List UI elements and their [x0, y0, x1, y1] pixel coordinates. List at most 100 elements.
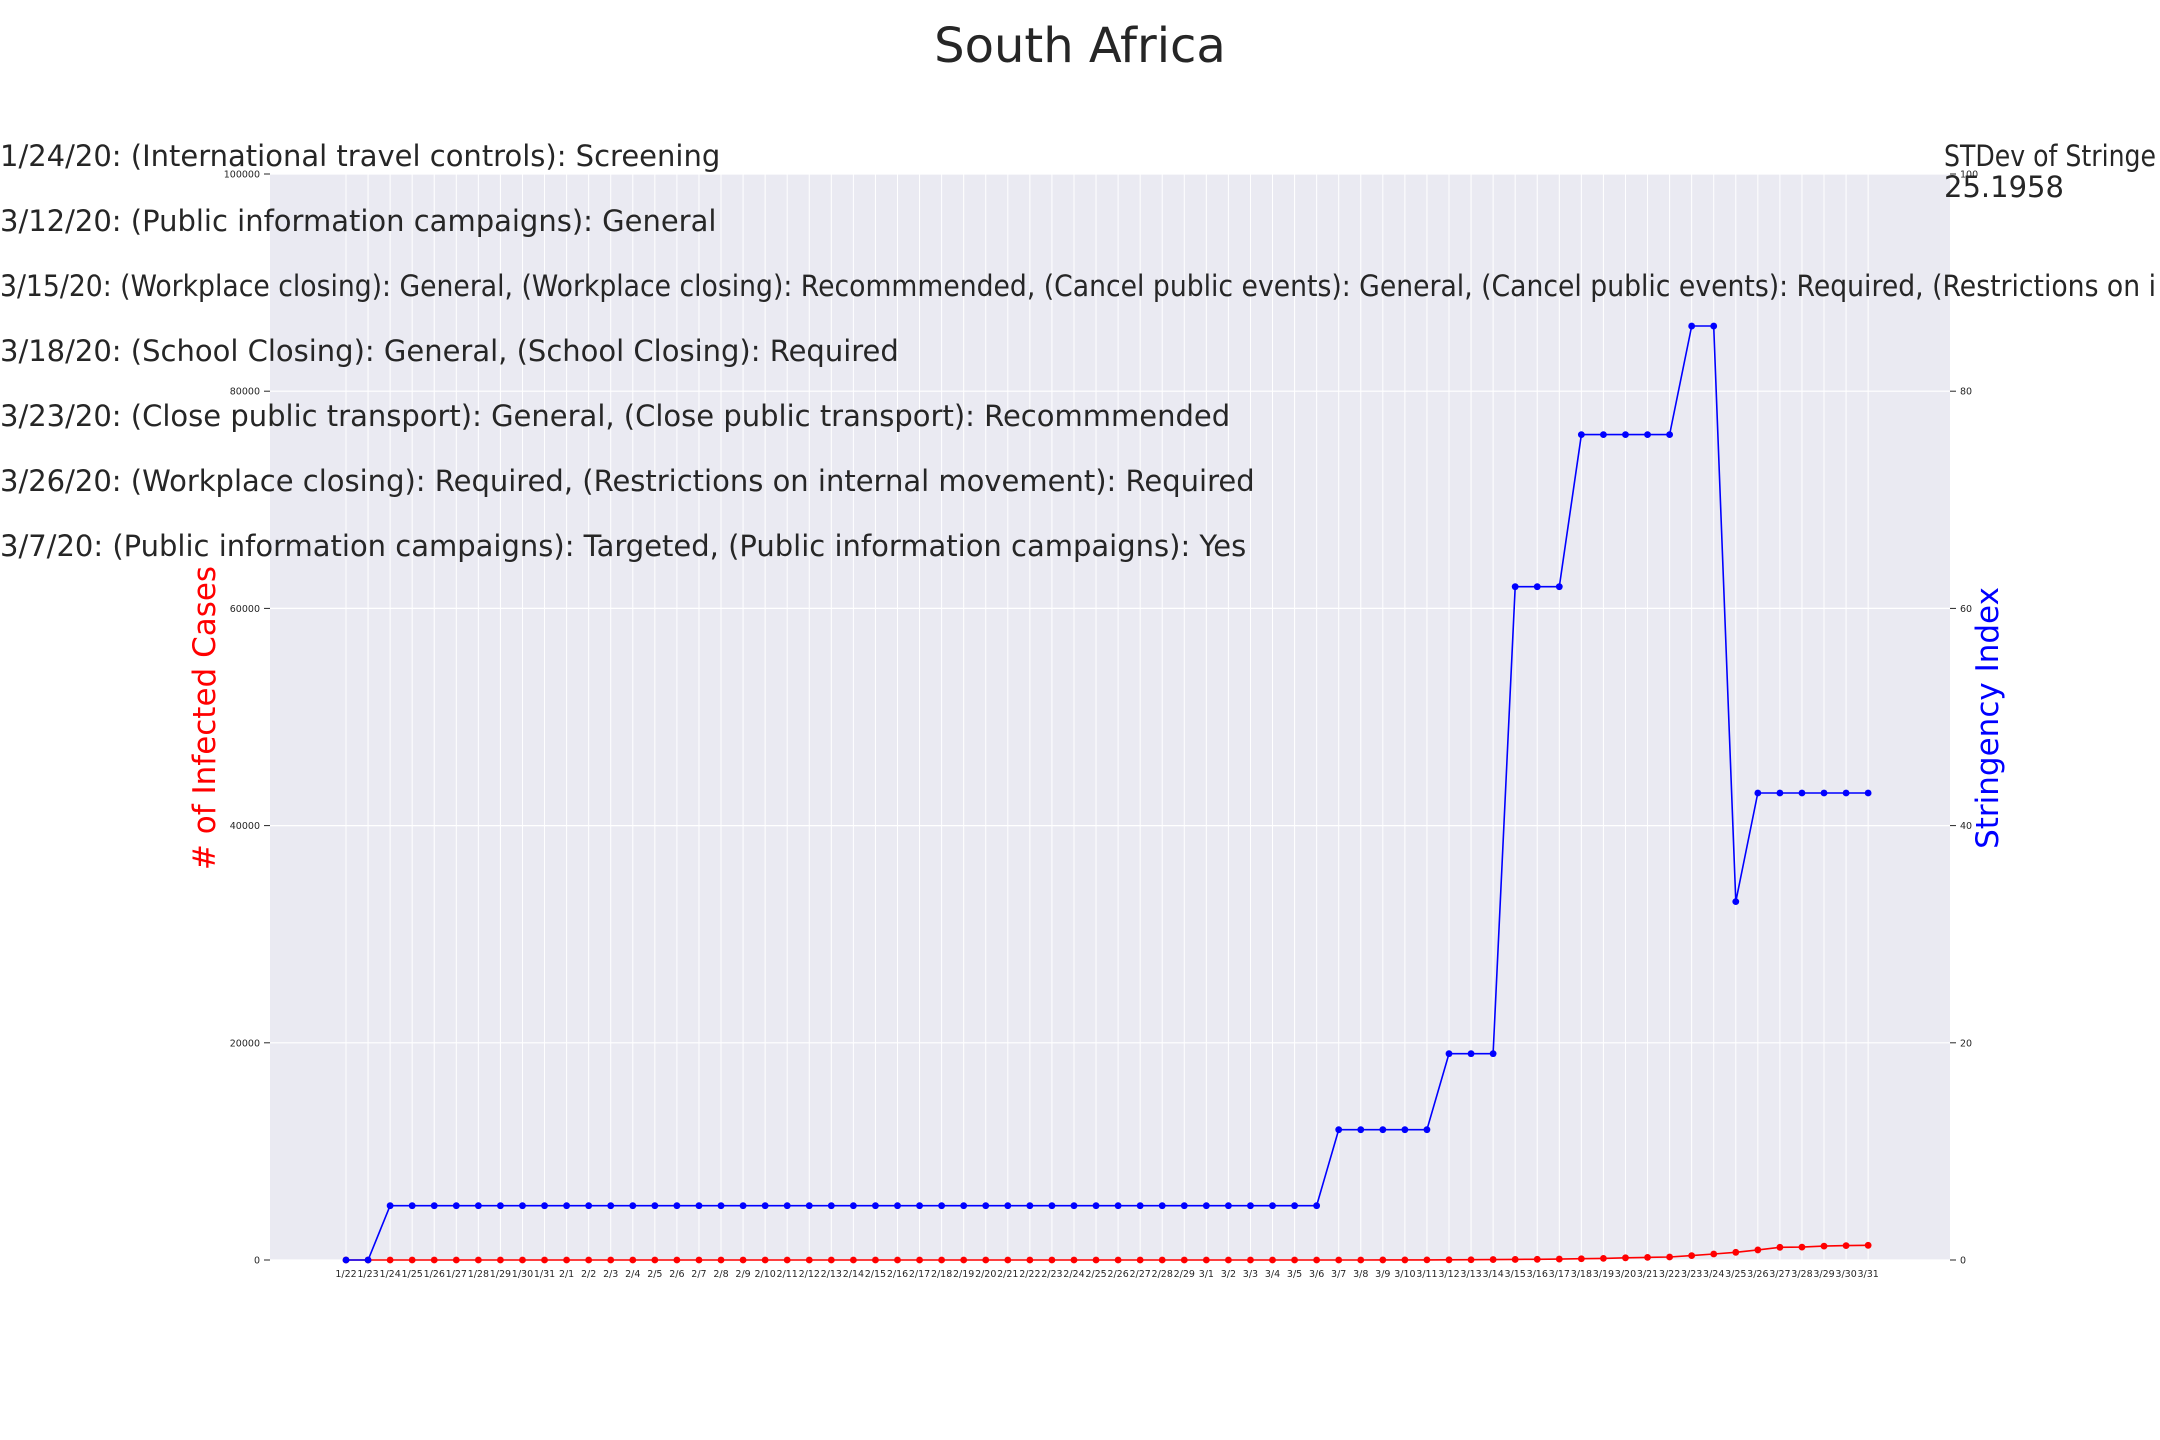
- cases-series-line: [346, 1244, 1869, 1261]
- cases-point: [1379, 1256, 1387, 1264]
- stringency-point: [607, 1202, 615, 1210]
- x-tick-label: 1/23: [357, 1269, 378, 1280]
- policy-annotation: 3/7/20: (Public information campaigns): …: [0, 529, 1246, 563]
- x-tick-label: 3/12: [1438, 1269, 1459, 1280]
- stringency-point: [1225, 1202, 1232, 1210]
- x-tick-label: 2/27: [1129, 1269, 1150, 1280]
- stringency-point: [1114, 1202, 1122, 1210]
- stringency-point: [1600, 431, 1607, 439]
- y-tick-label-right: 20: [1960, 1038, 1972, 1049]
- stringency-point: [1048, 1202, 1056, 1210]
- cases-point: [1710, 1250, 1718, 1258]
- stringency-point: [1202, 1202, 1210, 1210]
- cases-point: [1092, 1256, 1100, 1264]
- cases-point: [673, 1256, 681, 1264]
- y-tick-label-left: 0: [254, 1256, 260, 1267]
- stringency-point: [474, 1202, 482, 1210]
- x-tick-label: 2/26: [1107, 1269, 1128, 1280]
- y-tick-label-left: 100000: [224, 170, 260, 181]
- x-tick-label: 3/4: [1265, 1269, 1280, 1280]
- cases-point: [1754, 1246, 1762, 1254]
- stringency-point: [1622, 431, 1629, 439]
- x-tick-label: 1/27: [446, 1269, 467, 1280]
- cases-point: [783, 1256, 791, 1264]
- cases-point: [629, 1256, 637, 1264]
- stringency-point: [1489, 1050, 1497, 1058]
- policy-annotation: 3/26/20: (Workplace closing): Required, …: [0, 464, 1255, 498]
- cases-point: [1489, 1256, 1497, 1263]
- stringency-point: [1776, 789, 1784, 797]
- cases-point: [1467, 1256, 1475, 1264]
- x-tick-label: 2/1: [559, 1269, 574, 1280]
- x-tick-label: 3/27: [1769, 1269, 1790, 1280]
- cases-point: [717, 1256, 725, 1264]
- stringency-point: [1864, 789, 1872, 797]
- cases-point: [761, 1256, 769, 1264]
- x-tick-label: 3/6: [1309, 1269, 1324, 1280]
- cases-point: [607, 1256, 615, 1264]
- cases-point: [1313, 1256, 1321, 1264]
- x-tick-label: 2/17: [909, 1269, 930, 1280]
- x-tick-label: 2/13: [821, 1269, 842, 1280]
- y-tick-label-right: 60: [1960, 604, 1972, 615]
- cases-point: [1842, 1242, 1850, 1249]
- stringency-point: [1357, 1126, 1365, 1134]
- stringency-point: [1070, 1202, 1078, 1210]
- x-tick-label: 2/15: [865, 1269, 886, 1280]
- stringency-point: [1004, 1202, 1012, 1210]
- cases-point: [541, 1256, 548, 1264]
- x-tick-label: 3/5: [1287, 1269, 1302, 1280]
- x-tick-label: 2/7: [691, 1269, 706, 1280]
- x-tick-label: 2/11: [777, 1269, 798, 1280]
- cases-point: [1291, 1256, 1298, 1264]
- policy-annotation: 1/24/20: (International travel controls)…: [0, 139, 720, 173]
- cases-point: [916, 1256, 923, 1264]
- cases-point: [497, 1256, 504, 1264]
- chart-title: South Africa: [934, 18, 1226, 74]
- cases-point: [1269, 1256, 1276, 1264]
- x-tick-label: 3/25: [1725, 1269, 1746, 1280]
- x-tick-label: 3/2: [1221, 1269, 1236, 1280]
- cases-point: [1423, 1256, 1431, 1264]
- cases-point: [1247, 1256, 1254, 1264]
- cases-point: [1622, 1254, 1629, 1262]
- stringency-point: [1423, 1126, 1431, 1134]
- cases-point: [805, 1256, 813, 1264]
- cases-point: [695, 1256, 703, 1264]
- cases-point: [1202, 1256, 1210, 1264]
- x-tick-label: 3/11: [1416, 1269, 1437, 1280]
- stringency-point: [960, 1202, 968, 1210]
- y-tick-label-left: 20000: [230, 1038, 260, 1049]
- stringency-point: [1511, 583, 1519, 591]
- stringency-point: [717, 1202, 725, 1210]
- x-tick-label: 1/25: [402, 1269, 423, 1280]
- x-tick-label: 3/22: [1659, 1269, 1680, 1280]
- stringency-point: [364, 1256, 372, 1264]
- stringency-point: [408, 1202, 416, 1210]
- cases-point: [1644, 1253, 1651, 1261]
- x-tick-label: 3/23: [1681, 1269, 1702, 1280]
- x-tick-label: 3/26: [1747, 1269, 1768, 1280]
- x-tick-label: 3/18: [1571, 1269, 1592, 1280]
- cases-point: [938, 1256, 946, 1264]
- cases-point: [1048, 1256, 1056, 1264]
- cases-point: [519, 1256, 526, 1264]
- stringency-point: [1533, 583, 1541, 591]
- stringency-point: [386, 1202, 394, 1210]
- stringency-point: [739, 1202, 747, 1210]
- stringency-point: [629, 1202, 637, 1210]
- stringency-point: [1644, 431, 1651, 439]
- cases-point: [1158, 1256, 1166, 1264]
- x-tick-label: 2/8: [713, 1269, 728, 1280]
- stringency-point: [1445, 1050, 1453, 1058]
- stringency-point: [342, 1256, 350, 1264]
- cases-point: [1445, 1256, 1453, 1264]
- stringency-point: [916, 1202, 923, 1210]
- x-tick-label: 2/5: [647, 1269, 662, 1280]
- policy-annotation: 3/15/20: (Workplace closing): General, (…: [0, 269, 2156, 303]
- stringency-point: [673, 1202, 681, 1210]
- stringency-point: [1666, 431, 1673, 439]
- x-tick-label: 2/10: [754, 1269, 775, 1280]
- stringency-point: [1158, 1202, 1166, 1210]
